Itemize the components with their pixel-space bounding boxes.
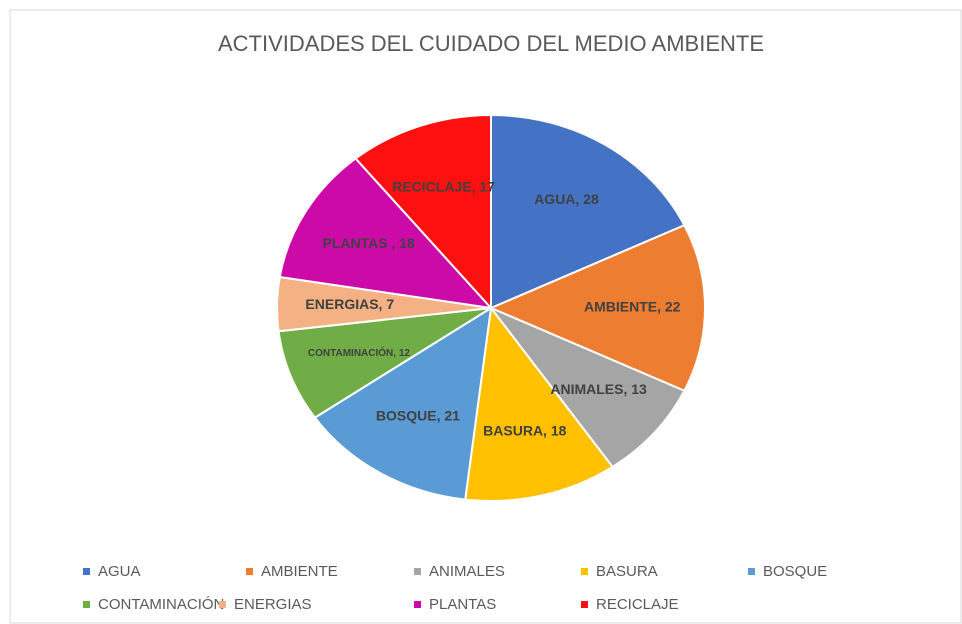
data-label: PLANTAS , 18 [323,235,416,251]
legend-label: PLANTAS [429,596,496,613]
pie-slice [487,305,686,469]
data-label: BASURA, 18 [483,422,566,438]
legend-swatch [246,568,253,575]
legend-label: BOSQUE [763,563,827,580]
data-label: RECICLAJE, 17 [392,179,495,195]
data-label: ENERGIAS, 7 [305,296,394,312]
legend-swatch [414,568,421,575]
legend-label: RECICLAJE [596,596,679,613]
legend-swatch [581,568,588,575]
legend-label: ENERGIAS [234,596,312,613]
legend-label: AMBIENTE [261,563,338,580]
legend-swatch [581,601,588,608]
legend-label: CONTAMINACIÓN [98,596,224,613]
pie-slice [464,305,615,502]
legend-swatch [414,601,421,608]
legend-label: BASURA [596,563,658,580]
data-label: AMBIENTE, 22 [584,299,681,315]
pie-slice [278,157,494,310]
legend-label: ANIMALES [429,563,505,580]
chart-title: ACTIVIDADES DEL CUIDADO DEL MEDIO AMBIEN… [218,31,764,56]
pie-slice [488,223,706,393]
legend-swatch [748,568,755,575]
pie-slice [490,113,686,310]
data-label: ANIMALES, 13 [550,381,647,397]
pie-slice [313,306,493,501]
data-label: BOSQUE, 21 [376,408,460,424]
pie-slice [277,307,492,419]
data-label: CONTAMINACIÓN, 12 [308,346,410,359]
legend-swatch [83,601,90,608]
data-label: AGUA, 28 [534,191,599,207]
legend-label: AGUA [98,563,141,580]
legend-swatch [219,601,226,608]
pie-slice [354,113,492,311]
legend-swatch [83,568,90,575]
